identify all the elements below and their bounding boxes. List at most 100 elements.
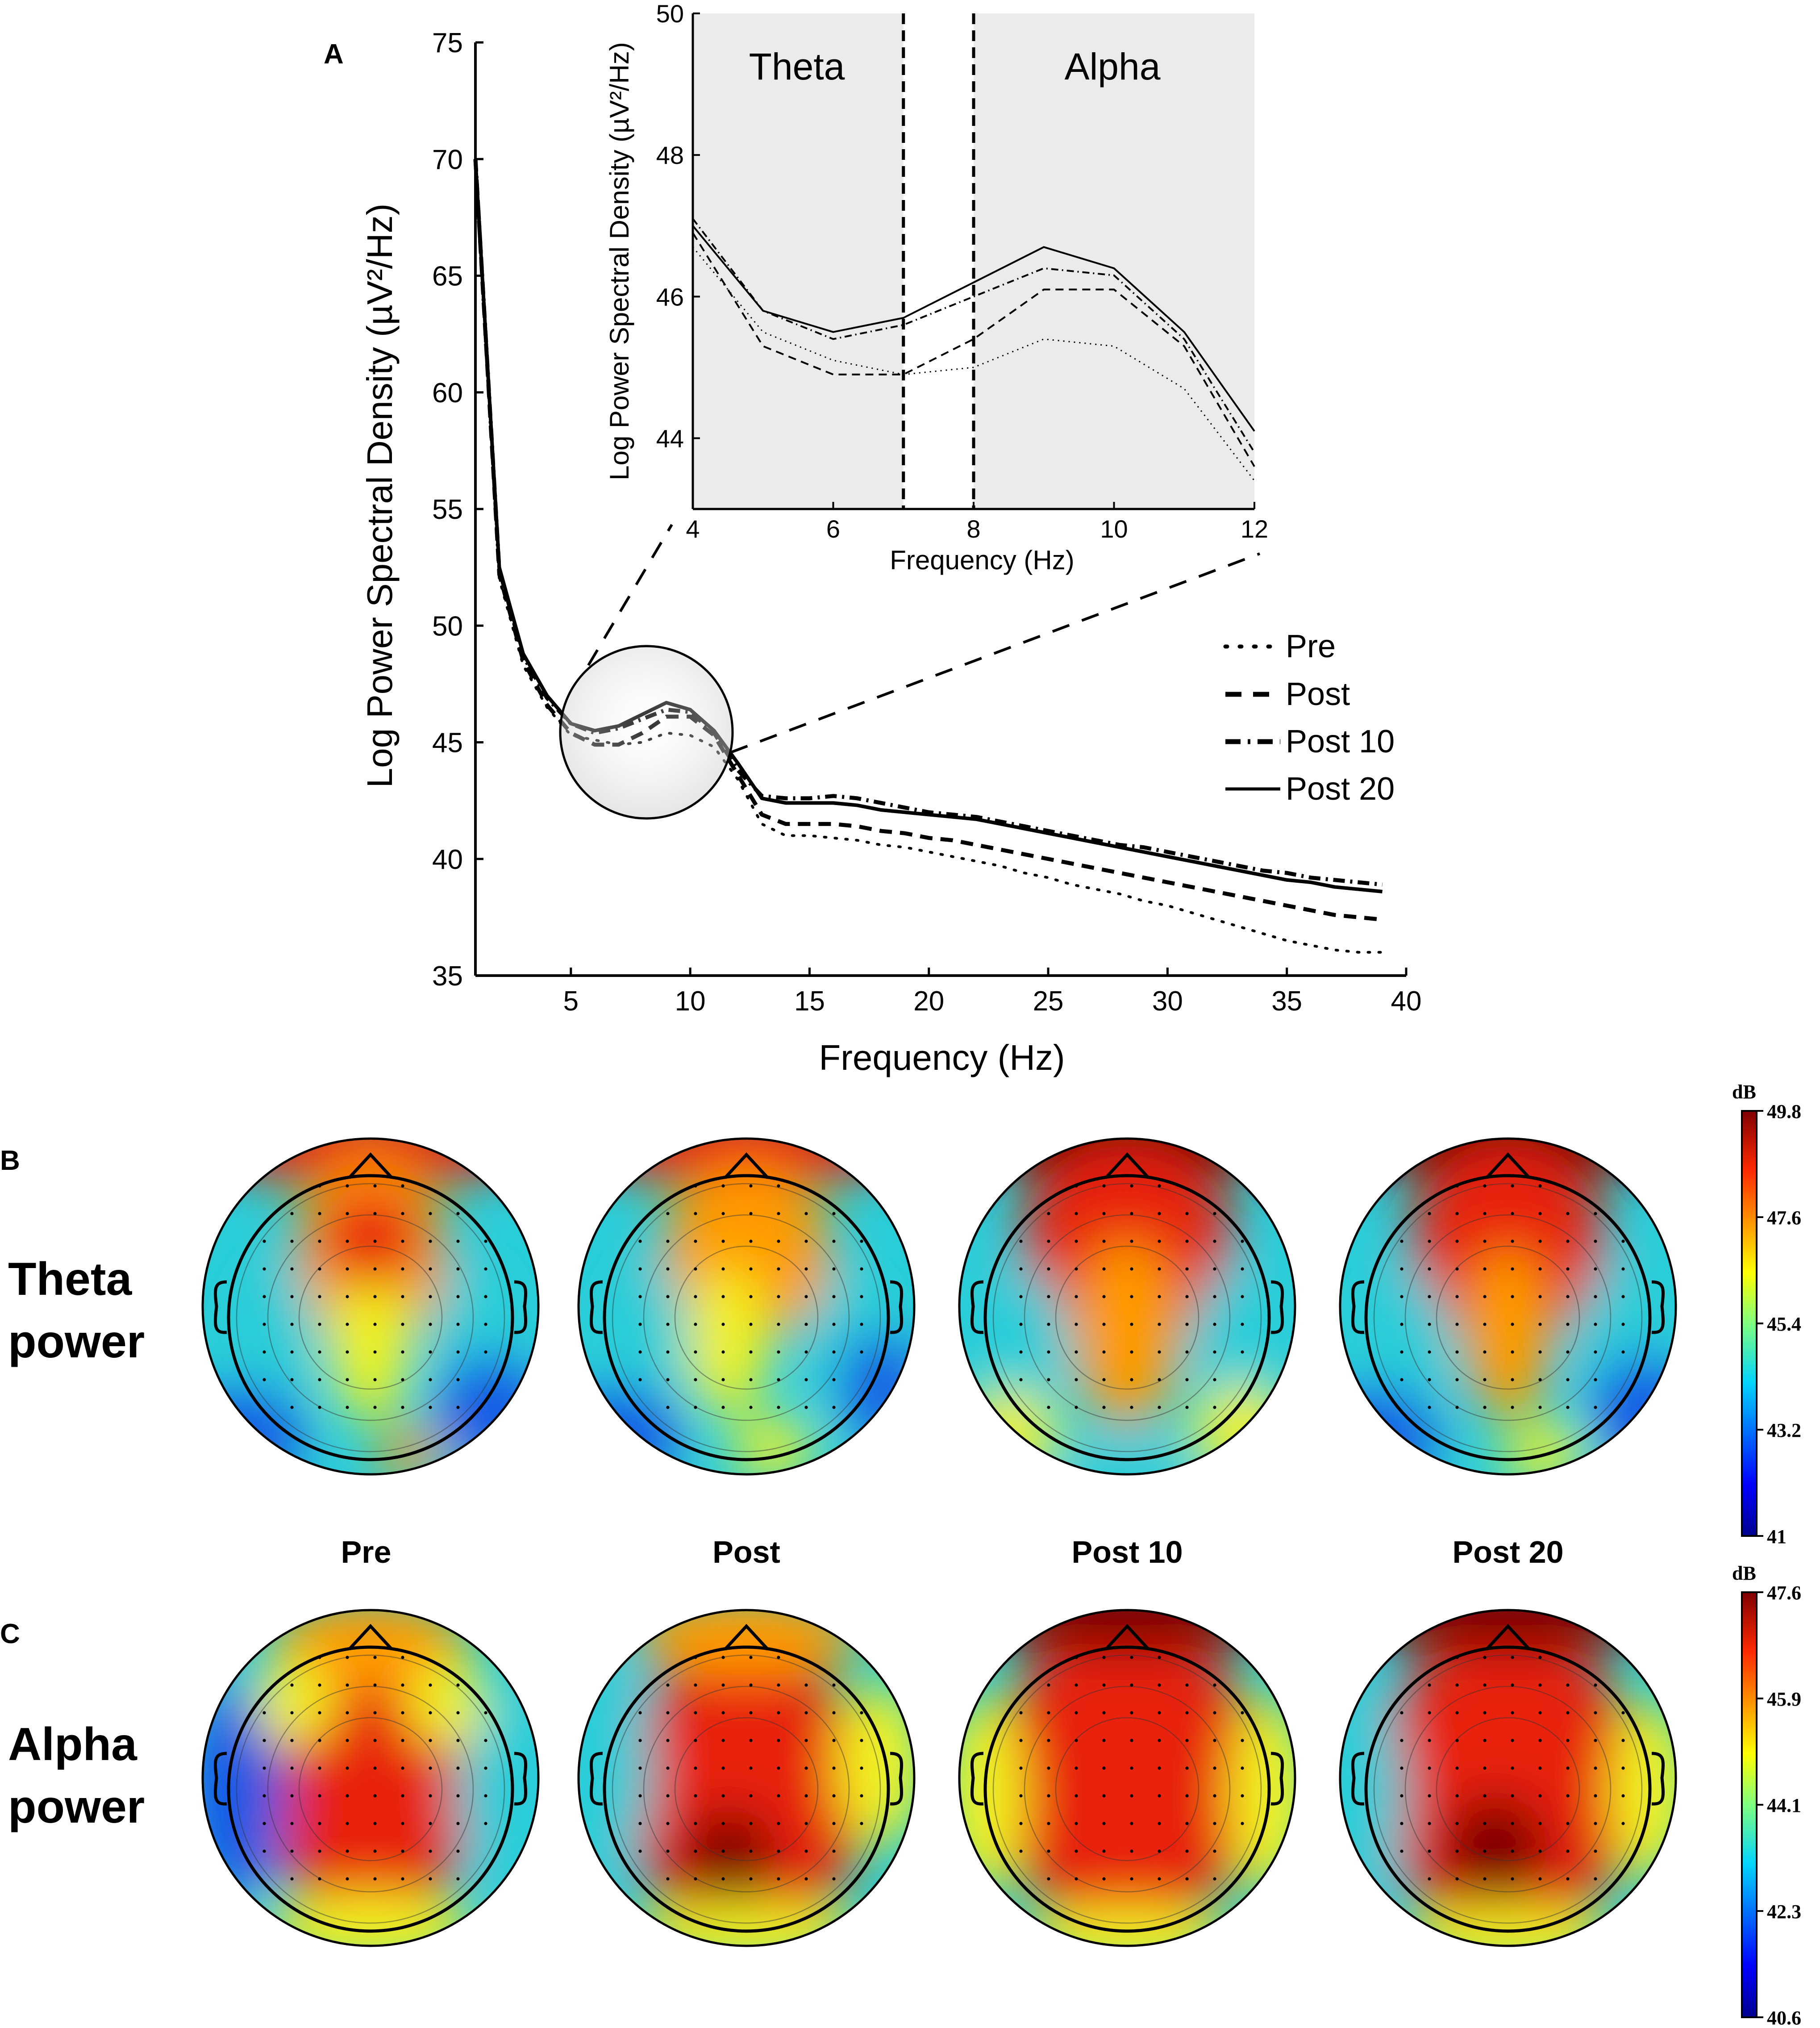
- electrode-dot: [1511, 1877, 1514, 1881]
- electrode-dot: [1511, 1794, 1514, 1798]
- electrode-dot: [401, 1212, 404, 1215]
- electrode-dot: [1047, 1406, 1050, 1409]
- electrode-dot: [1566, 1239, 1570, 1243]
- electrode-dot: [318, 1711, 321, 1715]
- electrode-dot: [290, 1877, 294, 1881]
- electrode-dot: [290, 1711, 294, 1715]
- electrode-dot: [1594, 1378, 1597, 1381]
- electrode-dot: [290, 1267, 294, 1271]
- electrode-dot: [401, 1877, 404, 1881]
- scalp-outline: [958, 1609, 1296, 1947]
- electrode-dot: [429, 1849, 432, 1853]
- condition-label-post10: Post 10: [1072, 1535, 1183, 1569]
- topomap-blob: [966, 1610, 1288, 1653]
- electrode-dot: [401, 1267, 404, 1271]
- electrode-dot: [777, 1766, 780, 1770]
- electrode-dot: [1241, 1295, 1244, 1298]
- condition-labels: Pre Post Post 10 Post 20: [341, 1535, 1564, 1569]
- electrode-dot: [832, 1350, 836, 1354]
- electrode-dot: [1538, 1323, 1542, 1326]
- electrode-dot: [1455, 1267, 1459, 1271]
- electrode-dot: [1158, 1877, 1161, 1881]
- electrode-dot: [1158, 1406, 1161, 1409]
- main-x-tick-label: 35: [1271, 986, 1302, 1017]
- electrode-dot: [1483, 1350, 1487, 1354]
- electrode-dot: [373, 1877, 377, 1881]
- electrode-dot: [1185, 1295, 1189, 1298]
- electrode-dot: [262, 1378, 266, 1381]
- electrode-dot: [1511, 1295, 1514, 1298]
- electrode-dot: [1511, 1656, 1514, 1659]
- inset-series-line-post20: [692, 225, 1255, 432]
- electrode-dot: [1130, 1656, 1133, 1659]
- electrode-dot: [1185, 1766, 1189, 1770]
- electrode-dot: [721, 1212, 725, 1215]
- electrode-dot: [1483, 1184, 1487, 1188]
- electrode-dot: [1538, 1212, 1542, 1215]
- main-x-tick-label: 30: [1152, 986, 1183, 1017]
- inset-x-tick-label: 8: [966, 515, 980, 543]
- electrode-dot: [318, 1822, 321, 1825]
- electrode-dot: [429, 1766, 432, 1770]
- electrode-dot: [804, 1295, 808, 1298]
- electrode-dot: [1400, 1323, 1404, 1326]
- electrode-dot: [484, 1267, 487, 1271]
- topomap-contour: [1404, 1686, 1612, 1893]
- topomap-contour: [1055, 1245, 1199, 1390]
- topomap-colour-field: [203, 1610, 538, 1946]
- electrode-dot: [1428, 1323, 1431, 1326]
- electrode-dot: [1102, 1849, 1106, 1853]
- left-ear: [970, 1752, 984, 1806]
- electrode-dot: [1130, 1323, 1133, 1326]
- electrode-dot: [1621, 1822, 1625, 1825]
- electrode-dot: [1158, 1239, 1161, 1243]
- condition-label-post20: Post 20: [1453, 1535, 1564, 1569]
- head-outline: [603, 1645, 890, 1933]
- electrode-dot: [456, 1267, 460, 1271]
- electrode-dot: [1158, 1849, 1161, 1853]
- theta-colorbar-tick-label: 45.4: [1767, 1313, 1801, 1335]
- head-outline: [227, 1645, 514, 1933]
- electrode-dot: [694, 1711, 697, 1715]
- electrode-dot: [1428, 1877, 1431, 1881]
- alpha-colorbar-tick-label: 44.1: [1767, 1794, 1801, 1816]
- electrode-dot: [1185, 1849, 1189, 1853]
- electrode-dot: [832, 1295, 836, 1298]
- electrode-dot: [832, 1711, 836, 1715]
- electrode-dot: [1185, 1212, 1189, 1215]
- electrode-dot: [456, 1350, 460, 1354]
- electrode-dot: [1483, 1683, 1487, 1687]
- electrode-dot: [1213, 1239, 1216, 1243]
- electrode-dot: [262, 1295, 266, 1298]
- electrode-dot: [1019, 1267, 1023, 1271]
- topomap-blob: [254, 1657, 335, 1747]
- topomap-contour: [267, 1686, 474, 1893]
- electrode-dot: [290, 1295, 294, 1298]
- electrode-dot: [1428, 1267, 1431, 1271]
- electrode-dot: [694, 1212, 697, 1215]
- electrode-dot: [860, 1822, 863, 1825]
- electrode-dot: [804, 1378, 808, 1381]
- electrode-dot: [666, 1323, 670, 1326]
- electrode-dot: [777, 1656, 780, 1659]
- electrode-dot: [373, 1239, 377, 1243]
- topomap-blob: [688, 1266, 769, 1418]
- electrode-dot: [1158, 1766, 1161, 1770]
- electrode-dot: [860, 1766, 863, 1770]
- head-outline: [1364, 1645, 1652, 1933]
- electrode-dot: [1566, 1683, 1570, 1687]
- electrode-dot: [1213, 1295, 1216, 1298]
- electrode-dot: [484, 1295, 487, 1298]
- electrode-dot: [777, 1849, 780, 1853]
- electrode-dot: [484, 1350, 487, 1354]
- electrode-dot: [666, 1766, 670, 1770]
- electrode-dot: [401, 1239, 404, 1243]
- electrode-dot: [1075, 1794, 1078, 1798]
- electrode-dot: [721, 1378, 725, 1381]
- electrode-dot: [1511, 1739, 1514, 1742]
- electrode-dot: [1511, 1766, 1514, 1770]
- electrode-dot: [1213, 1683, 1216, 1687]
- electrode-dot: [1483, 1656, 1487, 1659]
- electrode-dot: [1594, 1683, 1597, 1687]
- right-ear: [1270, 1752, 1284, 1806]
